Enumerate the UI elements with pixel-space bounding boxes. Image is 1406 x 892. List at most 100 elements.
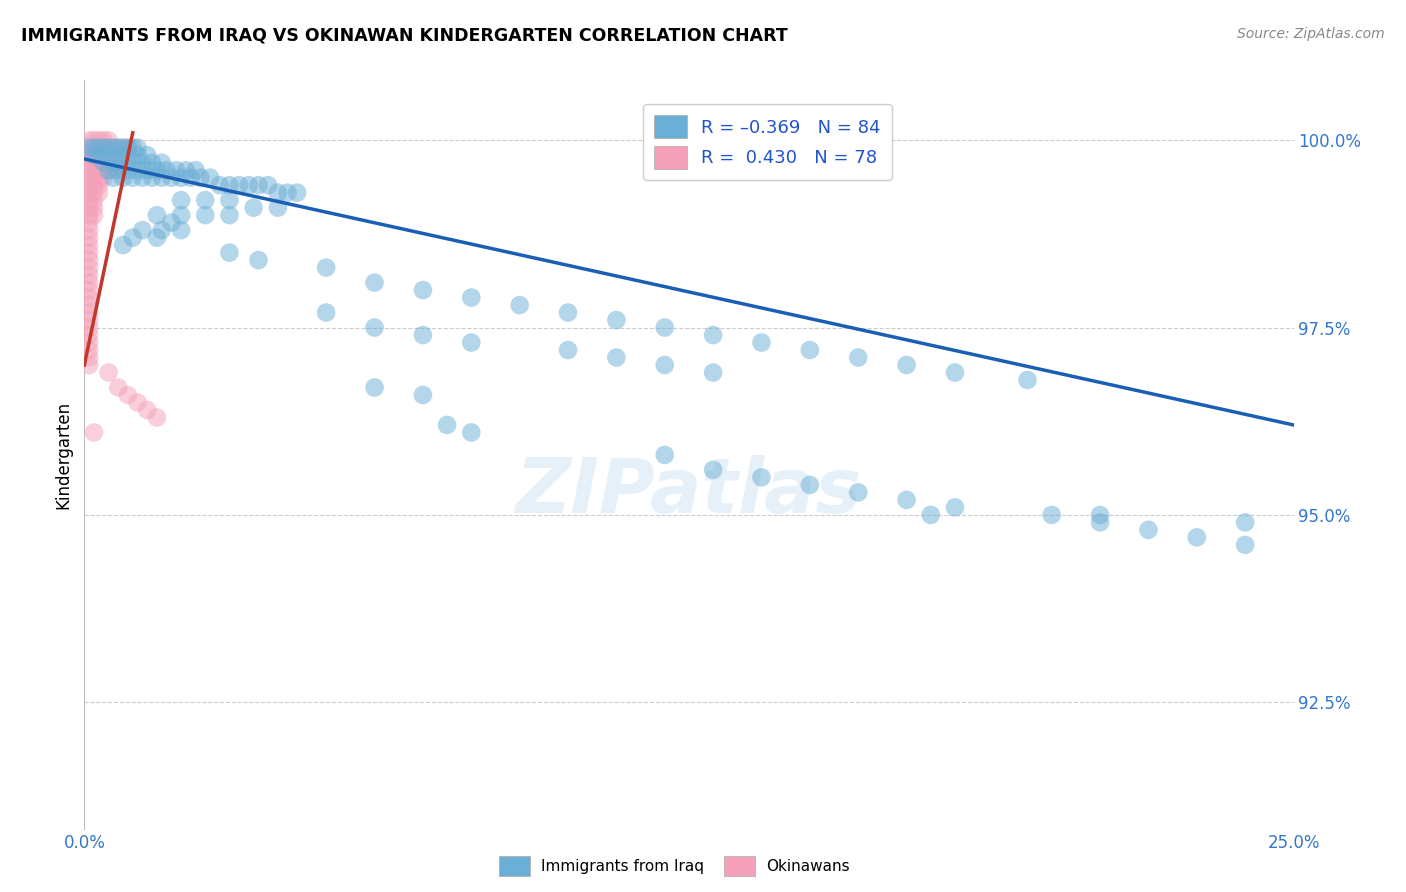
Point bbox=[702, 328, 724, 343]
Point bbox=[896, 492, 918, 507]
Point bbox=[1234, 516, 1257, 530]
Point bbox=[77, 238, 100, 252]
Point bbox=[412, 283, 434, 297]
Point bbox=[460, 291, 482, 305]
Point bbox=[117, 148, 139, 162]
Point bbox=[174, 163, 197, 178]
Point bbox=[77, 223, 100, 237]
Point bbox=[103, 155, 125, 169]
Point bbox=[799, 343, 821, 357]
Point bbox=[97, 141, 120, 155]
Point bbox=[242, 201, 264, 215]
Point bbox=[107, 148, 129, 162]
Point bbox=[218, 208, 240, 222]
Point bbox=[77, 351, 100, 365]
Point bbox=[77, 141, 100, 155]
Point bbox=[654, 448, 676, 462]
Point bbox=[77, 260, 100, 275]
Point bbox=[190, 170, 212, 185]
Point bbox=[77, 208, 100, 222]
Point bbox=[136, 403, 159, 417]
Point bbox=[160, 170, 183, 185]
Point bbox=[267, 186, 290, 200]
Point bbox=[121, 155, 143, 169]
Point bbox=[107, 148, 129, 162]
Point bbox=[920, 508, 942, 522]
Point bbox=[238, 178, 260, 193]
Point bbox=[170, 170, 193, 185]
Point bbox=[363, 380, 385, 394]
Point bbox=[77, 276, 100, 290]
Point bbox=[117, 388, 139, 402]
Text: Okinawans: Okinawans bbox=[766, 859, 849, 873]
Point bbox=[228, 178, 250, 193]
Point bbox=[257, 178, 280, 193]
Point bbox=[146, 163, 169, 178]
Point bbox=[77, 186, 100, 200]
Point bbox=[77, 201, 100, 215]
Point bbox=[117, 141, 139, 155]
Point bbox=[77, 230, 100, 244]
Point bbox=[107, 141, 129, 155]
Point bbox=[799, 478, 821, 492]
Point bbox=[97, 366, 120, 380]
Point bbox=[184, 163, 207, 178]
Point bbox=[702, 463, 724, 477]
Point bbox=[654, 320, 676, 334]
Point bbox=[77, 170, 100, 185]
Point bbox=[127, 141, 149, 155]
Point bbox=[121, 230, 143, 244]
Point bbox=[87, 148, 110, 162]
Point bbox=[1185, 530, 1208, 544]
Point bbox=[103, 170, 125, 185]
Point bbox=[87, 186, 110, 200]
Point bbox=[97, 163, 120, 178]
Point bbox=[107, 155, 129, 169]
Point bbox=[896, 358, 918, 372]
Point bbox=[107, 380, 129, 394]
Point bbox=[436, 417, 458, 432]
Point bbox=[83, 186, 105, 200]
Point bbox=[150, 170, 173, 185]
Point bbox=[702, 366, 724, 380]
Point bbox=[160, 216, 183, 230]
Point bbox=[131, 170, 153, 185]
Point bbox=[93, 155, 115, 169]
Point bbox=[117, 163, 139, 178]
Point bbox=[315, 260, 337, 275]
Text: Source: ZipAtlas.com: Source: ZipAtlas.com bbox=[1237, 27, 1385, 41]
Point bbox=[509, 298, 531, 312]
Point bbox=[198, 170, 221, 185]
Text: ZIPatlas: ZIPatlas bbox=[516, 456, 862, 529]
Point bbox=[93, 170, 115, 185]
Point bbox=[83, 208, 105, 222]
Point bbox=[363, 320, 385, 334]
Point bbox=[77, 298, 100, 312]
Point bbox=[97, 163, 120, 178]
Point bbox=[77, 253, 100, 268]
Point bbox=[141, 170, 163, 185]
Point bbox=[605, 313, 627, 327]
Point bbox=[83, 201, 105, 215]
Point bbox=[87, 148, 110, 162]
Point bbox=[846, 485, 869, 500]
Point bbox=[107, 141, 129, 155]
Point bbox=[112, 148, 135, 162]
Point bbox=[103, 155, 125, 169]
Point bbox=[83, 193, 105, 207]
Point bbox=[412, 388, 434, 402]
Point bbox=[77, 148, 100, 162]
Point bbox=[93, 133, 115, 147]
Point bbox=[77, 328, 100, 343]
Point bbox=[112, 238, 135, 252]
Point bbox=[363, 276, 385, 290]
Point bbox=[83, 141, 105, 155]
Point bbox=[127, 163, 149, 178]
Point bbox=[943, 500, 966, 515]
Point bbox=[77, 155, 100, 169]
Text: Immigrants from Iraq: Immigrants from Iraq bbox=[541, 859, 704, 873]
Point bbox=[146, 230, 169, 244]
Point bbox=[654, 358, 676, 372]
Point bbox=[103, 163, 125, 178]
Point bbox=[77, 133, 100, 147]
